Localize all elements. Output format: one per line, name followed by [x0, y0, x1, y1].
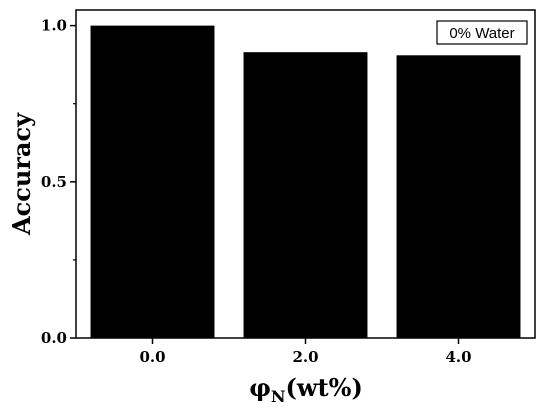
x-tick-label: 4.0	[445, 348, 471, 366]
y-tick-label: 0.0	[41, 329, 67, 347]
x-axis-suffix: (wt%)	[286, 373, 363, 402]
x-tick-label: 2.0	[292, 348, 318, 366]
y-tick-label: 1.0	[41, 17, 67, 35]
legend-box: 0% Water	[436, 20, 528, 45]
bar-2.0	[243, 52, 368, 339]
bar-0.0	[90, 25, 215, 338]
x-axis-subscript: N	[271, 387, 286, 406]
y-axis: 0.0 0.5 1.0	[41, 17, 76, 347]
bars-group	[90, 25, 521, 339]
legend-label: 0% Water	[449, 25, 514, 42]
bar-4.0	[396, 55, 521, 339]
x-axis-symbol: φ	[249, 373, 271, 402]
y-tick-label: 0.5	[41, 173, 67, 191]
x-tick-label: 0.0	[139, 348, 165, 366]
x-axis-title: φN(wt%)	[249, 373, 363, 406]
y-axis-title: Accuracy	[7, 112, 36, 236]
x-axis: 0.0 2.0 4.0	[139, 338, 472, 366]
